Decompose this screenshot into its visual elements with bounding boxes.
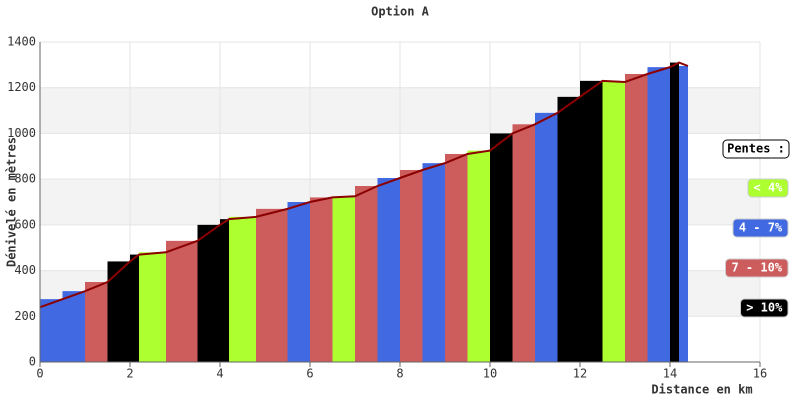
- x-tick-label: 10: [483, 367, 497, 381]
- legend-label: > 10%: [746, 301, 783, 315]
- y-tick-label: 1000: [7, 126, 36, 140]
- y-tick-label: 400: [14, 263, 36, 277]
- legend-title: Pentes :: [727, 142, 785, 156]
- x-tick-label: 0: [36, 367, 43, 381]
- x-tick-label: 16: [753, 367, 767, 381]
- slope-bar: [229, 216, 256, 362]
- slope-bar: [557, 96, 580, 362]
- x-tick-label: 14: [663, 367, 677, 381]
- legend-swatch: [732, 218, 789, 238]
- x-tick-label: 2: [126, 367, 133, 381]
- y-axis-label: Dénivelé en mètres: [5, 137, 19, 267]
- slope-bar: [220, 219, 229, 362]
- slope-bar: [355, 186, 378, 362]
- x-tick-label: 8: [396, 367, 403, 381]
- y-tick-label: 1200: [7, 80, 36, 94]
- legend-swatch: [740, 298, 789, 318]
- slope-bar: [85, 282, 108, 362]
- slope-bar: [62, 291, 85, 362]
- slope-bar: [670, 62, 679, 362]
- legend-title-box: [722, 139, 790, 159]
- y-tick-label: 0: [29, 355, 36, 369]
- legend-swatch: [747, 178, 789, 198]
- x-tick-label: 4: [216, 367, 223, 381]
- slope-bar: [107, 261, 130, 362]
- y-tick-label: 800: [14, 172, 36, 186]
- slope-bar: [679, 66, 688, 362]
- slope-bar: [40, 299, 63, 362]
- slope-bar: [332, 196, 355, 362]
- legend-label: < 4%: [754, 181, 784, 195]
- slope-bar: [130, 254, 139, 362]
- slope-bar: [445, 154, 468, 362]
- y-tick-label: 600: [14, 217, 36, 231]
- slope-bar: [647, 67, 670, 363]
- slope-bar: [377, 178, 400, 362]
- y-tick-label: 200: [14, 309, 36, 323]
- elevation-line: [39, 61, 689, 309]
- chart-title: Option A: [371, 5, 430, 19]
- legend-label: 4 - 7%: [739, 221, 783, 235]
- slope-bar: [535, 112, 558, 362]
- slope-bar: [580, 80, 603, 362]
- slope-bar: [166, 240, 198, 362]
- slope-bar: [602, 82, 625, 362]
- legend-label: 7 - 10%: [731, 261, 782, 275]
- slope-bar: [400, 170, 423, 362]
- x-tick-label: 12: [573, 367, 587, 381]
- slope-bar: [197, 224, 220, 362]
- x-tick-label: 6: [306, 367, 313, 381]
- slope-bar: [512, 124, 535, 363]
- slope-bar: [490, 133, 513, 362]
- slope-bar: [310, 197, 333, 362]
- x-axis-label: Distance en km: [651, 383, 752, 397]
- slope-bar: [256, 208, 288, 362]
- slope-bar: [422, 163, 445, 362]
- legend-swatch: [725, 258, 789, 278]
- slope-bar: [467, 150, 490, 362]
- slope-bar: [139, 252, 166, 362]
- y-tick-label: 1400: [7, 35, 36, 49]
- slope-bar: [287, 202, 310, 362]
- slope-bar: [625, 74, 648, 362]
